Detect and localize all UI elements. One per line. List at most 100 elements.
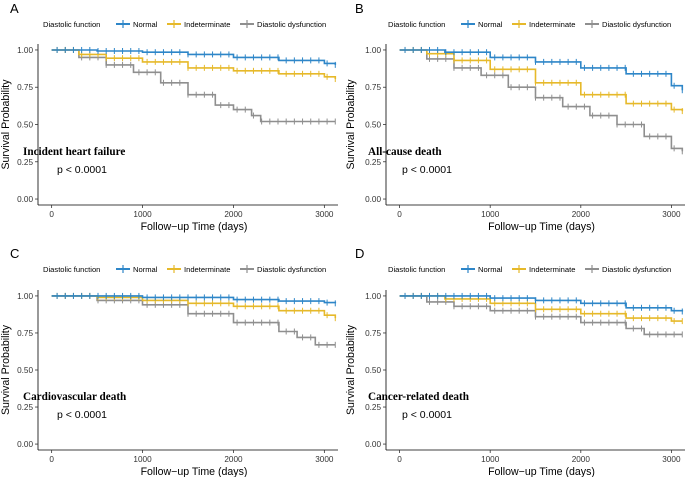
y-tick-label: 1.00 xyxy=(17,292,33,301)
axes: 0.00 0.25 0.50 0.75 1.00 0 1000 2000 3000 xyxy=(17,44,338,219)
x-tick-label: 2000 xyxy=(224,455,243,464)
panel-title: All-cause death xyxy=(368,146,442,158)
x-tick-label: 1000 xyxy=(481,210,500,219)
y-tick-label: 0.75 xyxy=(17,83,33,92)
x-axis-title: Follow−up Time (days) xyxy=(141,466,248,477)
y-tick-label: 0.00 xyxy=(17,440,33,449)
x-tick-label: 3000 xyxy=(662,210,681,219)
legend-item: Normal xyxy=(461,20,503,29)
p-value: p < 0.0001 xyxy=(402,164,452,176)
legend-label: Normal xyxy=(478,265,503,274)
legend-item: Indeterminate xyxy=(512,265,575,274)
y-tick-label: 0.25 xyxy=(365,403,381,412)
legend-item: Diastolic dysfunction xyxy=(585,265,671,274)
series-line-2 xyxy=(399,295,683,336)
legend-label: Indeterminate xyxy=(184,265,230,274)
censor-marks-0 xyxy=(56,292,336,307)
x-tick-label: 3000 xyxy=(315,210,334,219)
series-line-0 xyxy=(51,295,337,304)
legend-title: Diastolic function xyxy=(43,265,100,274)
censor-marks-0 xyxy=(404,292,683,315)
censor-marks-2 xyxy=(404,292,683,338)
x-tick-label: 2000 xyxy=(572,210,591,219)
legend-label: Indeterminate xyxy=(529,265,575,274)
legend-label: Diastolic dysfunction xyxy=(257,265,326,274)
censor-marks-0 xyxy=(56,46,336,68)
legend-item: Normal xyxy=(116,265,158,274)
y-tick-label: 0.00 xyxy=(17,195,33,204)
series-line-0 xyxy=(399,49,684,91)
x-tick-label: 3000 xyxy=(315,455,334,464)
panel-letter: D xyxy=(355,246,364,261)
y-axis-title: Survival Probability xyxy=(345,324,357,415)
x-tick-label: 3000 xyxy=(662,455,681,464)
legend-item: Indeterminate xyxy=(167,265,230,274)
legend-title: Diastolic function xyxy=(388,265,445,274)
y-tick-label: 0.50 xyxy=(17,366,33,375)
series-line-1 xyxy=(51,295,337,319)
x-tick-label: 0 xyxy=(49,455,54,464)
series-group xyxy=(399,46,684,155)
y-tick-label: 0.25 xyxy=(17,403,33,412)
legend-title: Diastolic function xyxy=(43,20,100,29)
x-tick-label: 2000 xyxy=(224,210,243,219)
legend-label: Normal xyxy=(133,20,158,29)
legend-item: Normal xyxy=(461,265,503,274)
panel-title: Incident heart failure xyxy=(23,146,125,158)
legend-label: Indeterminate xyxy=(529,20,575,29)
y-tick-label: 0.00 xyxy=(365,440,381,449)
legend-label: Diastolic dysfunction xyxy=(602,265,671,274)
legend-item: Diastolic dysfunction xyxy=(240,20,326,29)
p-value: p < 0.0001 xyxy=(402,409,452,421)
series-line-1 xyxy=(399,295,683,322)
p-value: p < 0.0001 xyxy=(57,164,107,176)
x-axis-title: Follow−up Time (days) xyxy=(488,466,595,477)
legend: Diastolic function Normal Indeterminate Dia… xyxy=(388,265,671,274)
x-tick-label: 0 xyxy=(397,210,402,219)
x-tick-label: 2000 xyxy=(572,455,591,464)
series-line-0 xyxy=(399,295,684,312)
series-group xyxy=(51,292,337,348)
legend-item: Diastolic dysfunction xyxy=(240,265,326,274)
legend-label: Diastolic dysfunction xyxy=(602,20,671,29)
legend: Diastolic function Normal Indeterminate Dia… xyxy=(43,20,326,29)
y-tick-label: 1.00 xyxy=(17,46,33,55)
legend-label: Indeterminate xyxy=(184,20,230,29)
series-group xyxy=(399,292,684,338)
y-tick-label: 0.75 xyxy=(365,83,381,92)
legend-label: Normal xyxy=(133,265,158,274)
axes: 0.00 0.25 0.50 0.75 1.00 0 1000 2000 3000 xyxy=(365,44,685,219)
x-tick-label: 0 xyxy=(49,210,54,219)
y-tick-label: 1.00 xyxy=(365,292,381,301)
x-tick-label: 1000 xyxy=(133,455,152,464)
p-value: p < 0.0001 xyxy=(57,409,107,421)
legend: Diastolic function Normal Indeterminate Dia… xyxy=(43,265,326,274)
panel-letter: C xyxy=(10,246,19,261)
series-group xyxy=(51,46,337,125)
x-tick-label: 1000 xyxy=(481,455,500,464)
series-line-0 xyxy=(51,49,337,65)
series-line-2 xyxy=(51,295,336,346)
legend-item: Indeterminate xyxy=(167,20,230,29)
y-tick-label: 1.00 xyxy=(365,46,381,55)
legend-label: Normal xyxy=(478,20,503,29)
panel-letter: A xyxy=(10,1,19,16)
y-tick-label: 0.50 xyxy=(365,366,381,375)
legend-label: Diastolic dysfunction xyxy=(257,20,326,29)
panel-title: Cancer-related death xyxy=(368,391,470,403)
y-tick-label: 0.25 xyxy=(365,158,381,167)
legend-item: Diastolic dysfunction xyxy=(585,20,671,29)
y-tick-label: 0.25 xyxy=(17,158,33,167)
x-tick-label: 1000 xyxy=(133,210,152,219)
legend-title: Diastolic function xyxy=(388,20,445,29)
y-axis-title: Survival Probability xyxy=(0,79,12,170)
legend-item: Indeterminate xyxy=(512,20,575,29)
series-line-2 xyxy=(399,49,684,152)
y-tick-label: 0.00 xyxy=(365,195,381,204)
y-tick-label: 0.75 xyxy=(365,329,381,338)
legend: Diastolic function Normal Indeterminate Dia… xyxy=(388,20,671,29)
